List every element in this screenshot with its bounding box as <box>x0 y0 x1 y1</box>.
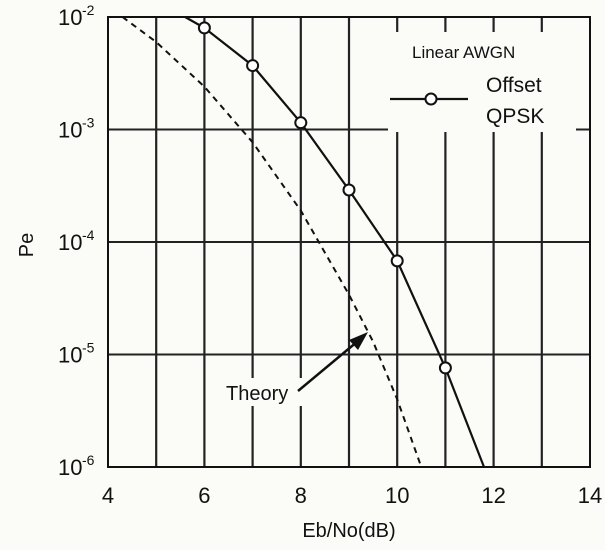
y-tick-label: 10 <box>58 343 82 368</box>
y-tick-label: 10 <box>58 5 82 30</box>
legend-entry-line1: Offset <box>486 74 542 97</box>
legend-entry-line2: QPSK <box>486 105 544 128</box>
y-tick-exponent: -3 <box>82 115 95 131</box>
y-tick-exponent: -6 <box>82 452 95 468</box>
y-tick-exponent: -2 <box>82 2 95 18</box>
x-tick-labels: 4 6 8 10 12 14 <box>102 483 602 508</box>
x-tick-label: 6 <box>198 483 210 508</box>
legend-marker <box>424 92 438 106</box>
legend-title: Linear AWGN <box>412 43 515 62</box>
theory-annotation-label: Theory <box>226 383 288 405</box>
x-tick-label: 8 <box>295 483 307 508</box>
theory-curve-group <box>121 16 423 468</box>
theory-annotation: Theory <box>222 332 368 406</box>
plot-frame <box>107 16 591 468</box>
y-tick-exponent: -5 <box>82 340 95 356</box>
x-axis-label: Eb/No(dB) <box>302 520 395 542</box>
offset-qpsk-data-point <box>390 254 404 268</box>
y-tick-exponent: -4 <box>82 227 95 243</box>
x-tick-label: 10 <box>385 483 409 508</box>
theory-annotation-arrow <box>297 335 365 392</box>
legend-background <box>388 32 576 132</box>
theory-series-line <box>121 16 423 468</box>
x-tick-label: 14 <box>578 483 602 508</box>
y-tick-label: 10 <box>58 230 82 255</box>
y-tick-label: 10 <box>58 118 82 143</box>
offset-qpsk-data-point <box>246 59 260 73</box>
x-tick-label: 4 <box>102 483 114 508</box>
offset-qpsk-curve-group <box>184 16 486 468</box>
theory-arrowhead <box>349 332 368 350</box>
offset-qpsk-series-line <box>184 16 486 468</box>
offset-qpsk-data-point <box>342 183 356 197</box>
offset-qpsk-data-point <box>197 21 211 35</box>
y-tick-label: 10 <box>58 455 82 480</box>
offset-qpsk-data-point <box>294 116 308 130</box>
y-tick-labels: 10-210-310-410-510-6 <box>58 2 95 480</box>
x-tick-label: 12 <box>481 483 505 508</box>
legend: Linear AWGN Offset QPSK <box>388 32 576 132</box>
y-axis-label: Pe <box>16 233 38 257</box>
offset-qpsk-data-point <box>438 361 452 375</box>
theory-annotation-background <box>222 378 302 406</box>
